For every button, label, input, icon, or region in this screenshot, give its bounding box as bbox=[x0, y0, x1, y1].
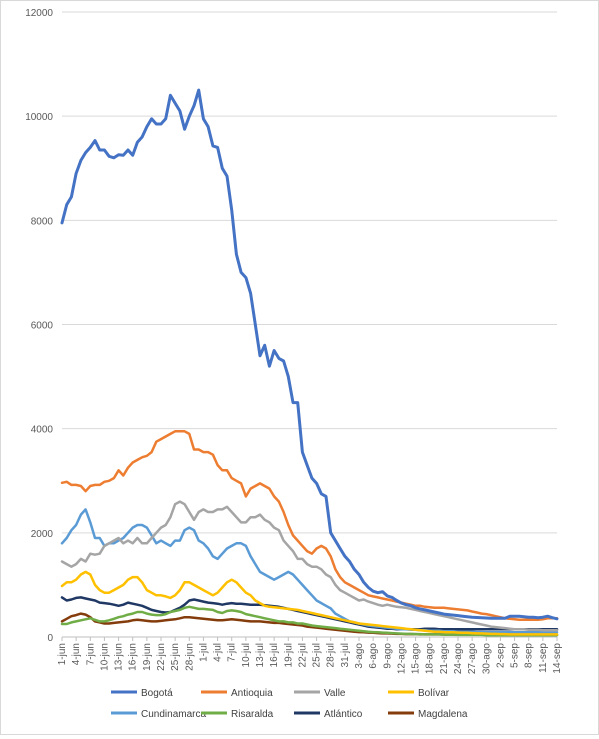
gridlines bbox=[62, 11, 557, 638]
y-tick-label: 0 bbox=[47, 633, 53, 644]
x-tick-label: 16-jul bbox=[269, 643, 280, 667]
series-line bbox=[60, 605, 559, 637]
x-tick-label: 6-ago bbox=[368, 643, 379, 669]
x-tick-label: 15-ago bbox=[411, 643, 422, 675]
series-line bbox=[60, 500, 559, 632]
legend-label: Magdalena bbox=[418, 709, 468, 720]
x-tick-label: 1-jun bbox=[57, 643, 68, 665]
x-tick-label: 21-ago bbox=[439, 643, 450, 675]
x-tick-label: 16-jun bbox=[128, 643, 139, 671]
series-line bbox=[60, 430, 559, 622]
y-tick-label: 10000 bbox=[25, 112, 53, 123]
x-tick-label: 9-ago bbox=[382, 643, 393, 669]
y-tick-label: 4000 bbox=[31, 425, 54, 436]
x-tick-label: 30-ago bbox=[481, 643, 492, 675]
x-tick-label: 31-jul bbox=[340, 643, 351, 667]
x-tick-label: 25-jul bbox=[312, 643, 323, 667]
y-tick-label: 2000 bbox=[31, 529, 54, 540]
x-tick-label: 13-jul bbox=[255, 643, 266, 667]
x-tick-label: 5-sep bbox=[510, 643, 521, 668]
x-tick-label: 24-ago bbox=[453, 643, 464, 675]
x-tick-label: 22-jun bbox=[156, 643, 167, 671]
x-tick-label: 28-jun bbox=[184, 643, 195, 671]
legend-label: Valle bbox=[324, 688, 346, 699]
y-axis-ticks: 0 2000 4000 6000 8000 10000 12000 bbox=[25, 8, 53, 644]
x-tick-label: 8-sep bbox=[524, 643, 535, 668]
legend: Bogotá Antioquia Valle Bolívar Cundinamarca R… bbox=[111, 688, 468, 720]
legend-label: Bolívar bbox=[418, 688, 450, 699]
series-line bbox=[60, 570, 559, 636]
x-tick-label: 12-ago bbox=[396, 643, 407, 675]
legend-label: Bogotá bbox=[141, 688, 173, 699]
legend-label: Atlántico bbox=[324, 709, 363, 720]
x-tick-label: 3-ago bbox=[354, 643, 365, 669]
x-tick-label: 4-jun bbox=[71, 643, 82, 665]
x-tick-label: 25-jun bbox=[170, 643, 181, 671]
x-tick-label: 14-sep bbox=[552, 643, 563, 674]
y-tick-label: 6000 bbox=[31, 321, 54, 332]
x-tick-label: 19-jun bbox=[142, 643, 153, 671]
y-tick-label: 8000 bbox=[31, 216, 54, 227]
legend-label: Cundinamarca bbox=[141, 709, 206, 720]
x-tick-label: 1-jul bbox=[198, 643, 209, 662]
x-tick-label: 18-ago bbox=[425, 643, 436, 675]
series-lines bbox=[60, 88, 559, 637]
x-tick-label: 22-jul bbox=[297, 643, 308, 667]
x-tick-label: 2-sep bbox=[495, 643, 506, 668]
legend-label: Risaralda bbox=[231, 709, 274, 720]
x-tick-label: 4-jul bbox=[213, 643, 224, 662]
x-tick-label: 27-ago bbox=[467, 643, 478, 675]
x-tick-label: 19-jul bbox=[283, 643, 294, 667]
x-tick-label: 10-jun bbox=[99, 643, 110, 671]
x-tick-label: 7-jun bbox=[85, 643, 96, 665]
x-tick-label: 28-jul bbox=[326, 643, 337, 667]
series-line bbox=[60, 88, 559, 621]
x-tick-label: 10-jul bbox=[241, 643, 252, 667]
x-tick-label: 13-jun bbox=[114, 643, 125, 671]
series-line bbox=[60, 508, 559, 634]
x-tick-label: 7-jul bbox=[227, 643, 238, 662]
legend-label: Antioquia bbox=[231, 688, 273, 699]
x-tick-label: 11-sep bbox=[538, 643, 549, 673]
x-axis-ticks: 1-jun 4-jun 7-jun 10-jun 13-jun 16-jun 19-jun 2… bbox=[57, 637, 563, 674]
y-tick-label: 12000 bbox=[25, 8, 53, 19]
